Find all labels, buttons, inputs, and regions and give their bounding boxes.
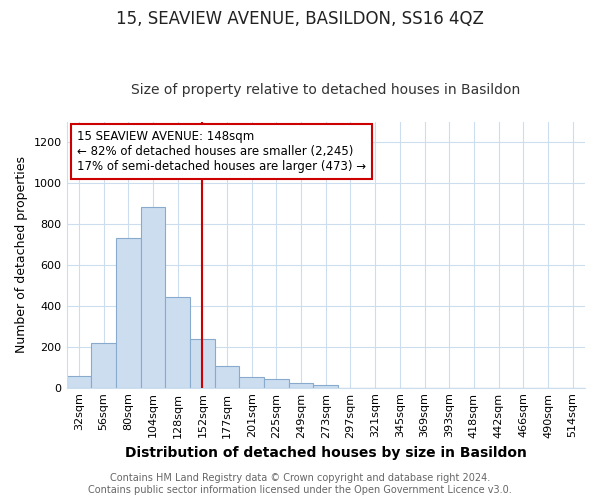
Y-axis label: Number of detached properties: Number of detached properties	[15, 156, 28, 353]
Bar	[264, 380, 289, 388]
Bar	[91, 342, 116, 388]
Bar	[67, 376, 91, 388]
Text: 15, SEAVIEW AVENUE, BASILDON, SS16 4QZ: 15, SEAVIEW AVENUE, BASILDON, SS16 4QZ	[116, 10, 484, 28]
Text: 15 SEAVIEW AVENUE: 148sqm
← 82% of detached houses are smaller (2,245)
17% of se: 15 SEAVIEW AVENUE: 148sqm ← 82% of detac…	[77, 130, 366, 173]
Bar	[239, 378, 264, 388]
Text: Contains HM Land Registry data © Crown copyright and database right 2024.
Contai: Contains HM Land Registry data © Crown c…	[88, 474, 512, 495]
Bar	[116, 238, 140, 388]
Bar	[289, 383, 313, 388]
Bar	[165, 296, 190, 388]
Bar	[313, 384, 338, 388]
Title: Size of property relative to detached houses in Basildon: Size of property relative to detached ho…	[131, 83, 520, 97]
Bar	[140, 206, 165, 388]
X-axis label: Distribution of detached houses by size in Basildon: Distribution of detached houses by size …	[125, 446, 527, 460]
Bar	[215, 366, 239, 388]
Bar	[190, 338, 215, 388]
